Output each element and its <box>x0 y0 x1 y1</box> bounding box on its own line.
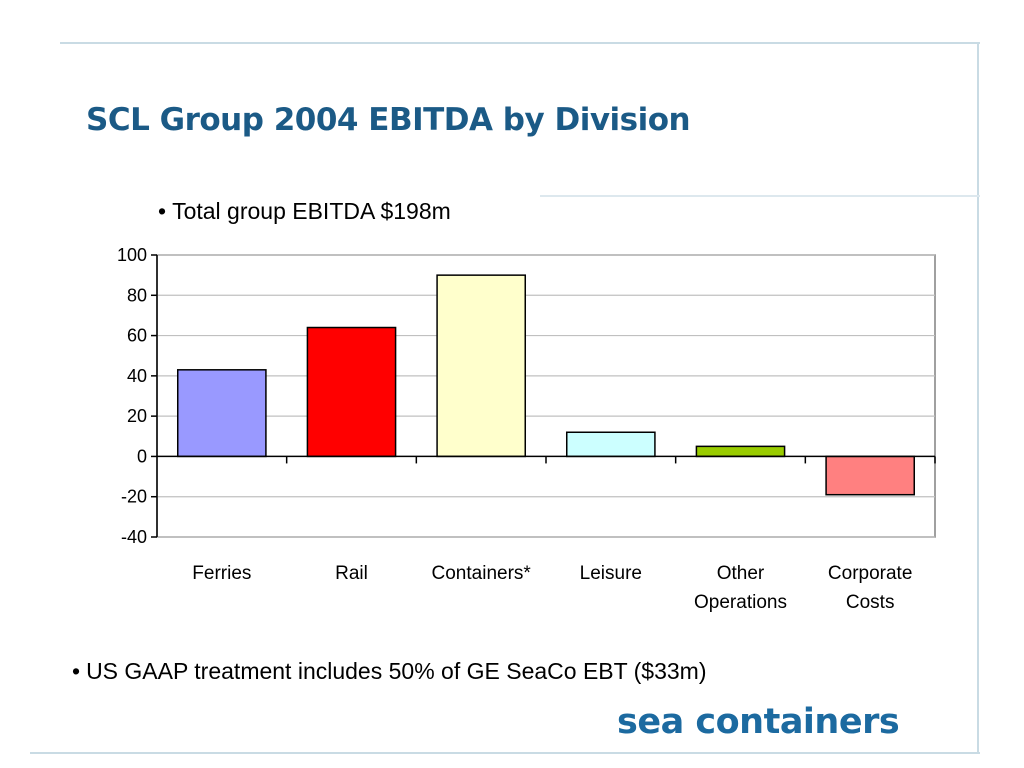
y-tick-label: 100 <box>117 245 147 265</box>
y-tick-label: 40 <box>127 366 147 386</box>
frame-top-line <box>60 42 980 44</box>
frame-bottom-line <box>30 752 980 754</box>
x-category-label: Leisure <box>580 563 642 584</box>
bar-1 <box>306 326 397 458</box>
frame-mid-line <box>540 195 980 197</box>
bar-2 <box>436 274 527 458</box>
x-category-label: Costs <box>846 592 895 613</box>
bar-0 <box>176 369 267 458</box>
x-category-label: Containers* <box>432 563 532 584</box>
x-category-label: Operations <box>694 592 787 613</box>
bar-3 <box>565 431 656 458</box>
y-tick-label: 80 <box>127 285 147 305</box>
slide-title: SCL Group 2004 EBITDA by Division <box>86 102 691 138</box>
bullet-gaap-note-text: US GAAP treatment includes 50% of GE Sea… <box>86 658 707 684</box>
bullet-total-ebitda: • Total group EBITDA $198m <box>158 198 451 225</box>
y-tick-label: -40 <box>121 527 147 547</box>
ebitda-bar-chart: 100 80 60 40 20 0 -20 -40 Ferries Rail Containers*… <box>117 245 936 613</box>
plot-area <box>156 254 936 538</box>
y-tick-label: 0 <box>137 446 147 466</box>
bullet-gaap-note: • US GAAP treatment includes 50% of GE Se… <box>72 658 707 685</box>
x-category-label: Corporate <box>828 563 913 584</box>
bullet-marker: • <box>158 198 167 224</box>
bar-5 <box>825 455 916 496</box>
sea-containers-logo: sea containers <box>617 702 900 742</box>
y-tick-label: 20 <box>127 406 147 426</box>
frame-right-line <box>977 42 979 754</box>
x-category-label: Ferries <box>192 563 251 584</box>
bullet-marker: • <box>72 658 81 684</box>
y-tick-label: 60 <box>127 326 147 346</box>
x-category-label: Rail <box>335 563 368 584</box>
bar-4 <box>695 445 786 458</box>
x-category-label: Other <box>717 563 765 584</box>
y-tick-label: -20 <box>121 487 147 507</box>
bullet-total-ebitda-text: Total group EBITDA $198m <box>172 198 451 224</box>
